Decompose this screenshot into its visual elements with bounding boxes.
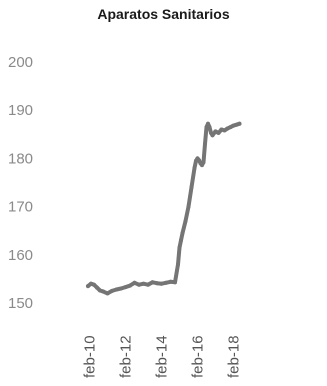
data-point [105,291,110,296]
data-point [95,285,99,290]
data-point [176,262,180,267]
chart-title: Aparatos Sanitarios [97,6,230,22]
data-point [210,133,215,138]
data-point [101,289,105,294]
data-point [150,280,155,285]
data-point [204,125,209,130]
data-point [128,283,132,288]
data-point [201,160,206,165]
data-point [114,287,119,292]
data-point [203,141,207,146]
data-point [192,166,197,170]
data-point [123,285,128,290]
data-point [206,121,210,126]
data-point [98,288,102,293]
data-point [164,280,168,285]
data-point [177,245,182,250]
data-point [159,281,164,286]
data-point [141,281,146,286]
y-tick-label: 150 [8,295,33,312]
data-point [146,282,150,287]
data-point [179,238,183,243]
y-tick-label: 160 [8,247,33,264]
y-tick-label: 180 [8,150,33,167]
data-point [173,280,177,285]
data-point [216,130,221,135]
data-point [183,219,188,224]
data-point [110,288,114,293]
data-point [168,279,173,284]
data-point [228,125,233,130]
data-point [86,284,90,289]
data-point [213,129,218,134]
x-tick-label: feb-10 [82,335,99,378]
x-tick-label: feb-18 [226,335,243,378]
data-point [222,128,227,133]
x-tick-label: feb-12 [118,335,135,378]
x-tick-label: feb-16 [190,335,207,378]
data-point [92,282,96,287]
data-point [180,231,185,236]
data-point [231,123,236,128]
data-point [207,125,212,130]
data-point [225,126,230,131]
y-tick-label: 170 [8,199,33,216]
y-tick-label: 200 [8,54,33,71]
data-point [119,286,123,291]
x-tick-label: feb-14 [154,335,171,378]
data-point [219,127,224,132]
series-line [86,121,242,296]
data-point [155,281,159,286]
data-point [137,282,141,287]
y-tick-label: 190 [8,102,33,119]
data-point [186,204,191,209]
data-point [189,185,194,190]
data-point [132,280,137,285]
data-point [237,121,242,126]
